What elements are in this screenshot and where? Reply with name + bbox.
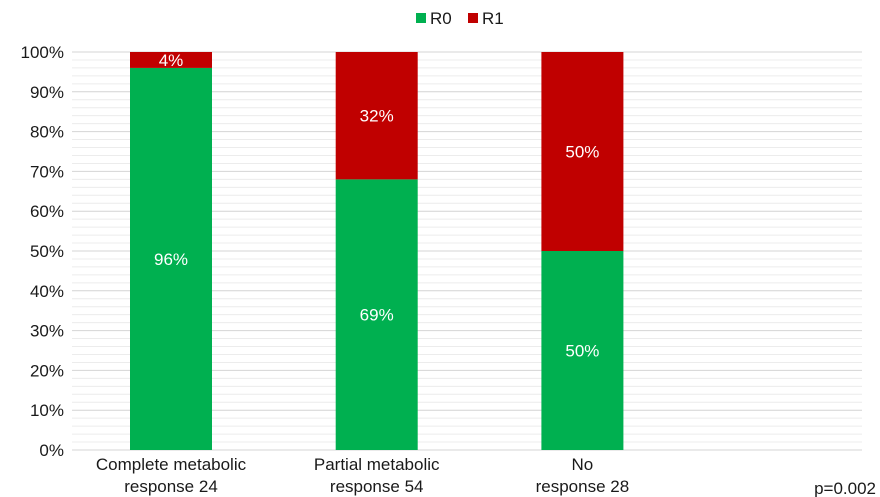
x-category-label: response 28 bbox=[536, 477, 630, 496]
y-tick-label: 40% bbox=[30, 282, 64, 301]
y-tick-label: 80% bbox=[30, 123, 64, 142]
x-category-label: Partial metabolic bbox=[314, 455, 440, 474]
data-label: 4% bbox=[159, 51, 184, 70]
y-tick-label: 60% bbox=[30, 202, 64, 221]
y-tick-label: 30% bbox=[30, 322, 64, 341]
bars: 96% 4% 69% 32% 50% 50% bbox=[130, 51, 624, 451]
y-tick-label: 100% bbox=[21, 43, 64, 62]
y-tick-label: 20% bbox=[30, 361, 64, 380]
data-label: 69% bbox=[360, 306, 394, 325]
bar-r0 bbox=[335, 179, 418, 451]
bar-r1 bbox=[541, 52, 624, 251]
bar-r0 bbox=[130, 67, 212, 451]
y-tick-label: 70% bbox=[30, 162, 64, 181]
legend: R0 R1 bbox=[416, 9, 504, 28]
data-label: 50% bbox=[565, 143, 599, 162]
y-tick-label: 90% bbox=[30, 83, 64, 102]
x-category-label: Complete metabolic bbox=[96, 455, 247, 474]
legend-label-r0: R0 bbox=[430, 9, 452, 28]
x-category-label: No bbox=[572, 455, 594, 474]
y-tick-label: 50% bbox=[30, 242, 64, 261]
y-tick-label: 10% bbox=[30, 401, 64, 420]
legend-swatch-r1 bbox=[468, 13, 478, 23]
bar-r0 bbox=[541, 251, 624, 450]
x-category-label: response 54 bbox=[330, 477, 424, 496]
data-label: 50% bbox=[565, 342, 599, 361]
bar-r1 bbox=[130, 52, 212, 68]
y-axis: 0% 10% 20% 30% 40% 50% 60% 70% 80% 90% 100% bbox=[21, 43, 64, 460]
x-axis: Complete metabolic response 24 Partial met… bbox=[96, 455, 629, 496]
bar-r1 bbox=[335, 52, 418, 180]
data-label: 32% bbox=[360, 107, 394, 126]
x-category-label: response 24 bbox=[124, 477, 218, 496]
p-value-annotation: p=0.002 bbox=[814, 479, 876, 497]
legend-swatch-r0 bbox=[416, 13, 426, 23]
data-label: 96% bbox=[154, 250, 188, 269]
y-tick-label: 0% bbox=[39, 441, 64, 460]
legend-label-r1: R1 bbox=[482, 9, 504, 28]
